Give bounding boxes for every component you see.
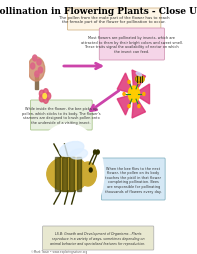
Circle shape xyxy=(43,89,48,96)
Circle shape xyxy=(33,56,37,62)
Circle shape xyxy=(39,91,44,98)
Circle shape xyxy=(141,77,144,82)
Circle shape xyxy=(39,96,44,102)
Ellipse shape xyxy=(59,142,84,157)
Bar xyxy=(35,75,38,90)
FancyBboxPatch shape xyxy=(101,158,165,200)
Text: The pollen from the male part of the flower has to reach
the female part of the : The pollen from the male part of the flo… xyxy=(59,16,169,24)
Ellipse shape xyxy=(135,77,142,83)
Circle shape xyxy=(31,64,35,70)
Circle shape xyxy=(128,87,140,103)
Ellipse shape xyxy=(70,149,87,160)
Polygon shape xyxy=(117,95,134,116)
FancyBboxPatch shape xyxy=(99,29,164,61)
Bar xyxy=(70,157,74,191)
Circle shape xyxy=(128,81,130,84)
Circle shape xyxy=(38,68,43,74)
FancyBboxPatch shape xyxy=(67,9,161,31)
Circle shape xyxy=(89,168,92,172)
Circle shape xyxy=(94,150,96,154)
Circle shape xyxy=(35,72,39,78)
Text: When the bee flies to the next
flower, the pollen on its body
touches the pistil: When the bee flies to the next flower, t… xyxy=(105,166,162,193)
Circle shape xyxy=(123,93,125,96)
Circle shape xyxy=(46,93,51,100)
Text: Pollination in Flowering Plants - Close Up: Pollination in Flowering Plants - Close … xyxy=(0,7,197,16)
Circle shape xyxy=(143,93,145,96)
Bar xyxy=(55,157,59,191)
Circle shape xyxy=(138,81,140,84)
Circle shape xyxy=(96,150,99,154)
Polygon shape xyxy=(132,95,146,119)
FancyBboxPatch shape xyxy=(31,101,92,131)
Circle shape xyxy=(79,162,96,186)
Text: Most flowers are pollinated by insects, which are
attracted to them by their bri: Most flowers are pollinated by insects, … xyxy=(81,36,183,54)
Polygon shape xyxy=(134,85,150,105)
Circle shape xyxy=(28,58,45,82)
Circle shape xyxy=(128,105,130,108)
Circle shape xyxy=(43,94,46,99)
Polygon shape xyxy=(132,71,146,95)
Text: ©Mark Twain • www.exploringnature.org: ©Mark Twain • www.exploringnature.org xyxy=(31,249,87,253)
Circle shape xyxy=(37,60,41,66)
FancyBboxPatch shape xyxy=(43,226,154,250)
Bar xyxy=(77,157,81,191)
Text: While inside the flower, the bee picks up
pollen, which sticks to its body. The : While inside the flower, the bee picks u… xyxy=(22,107,100,124)
Ellipse shape xyxy=(136,73,142,77)
Circle shape xyxy=(138,105,140,108)
Polygon shape xyxy=(117,74,134,95)
Circle shape xyxy=(33,124,103,224)
Text: LS.B: Growth and Development of Organisms - Plants
reproduce in a variety of way: LS.B: Growth and Development of Organism… xyxy=(50,231,145,245)
Bar xyxy=(62,157,67,191)
Ellipse shape xyxy=(47,157,89,192)
Circle shape xyxy=(43,97,48,104)
